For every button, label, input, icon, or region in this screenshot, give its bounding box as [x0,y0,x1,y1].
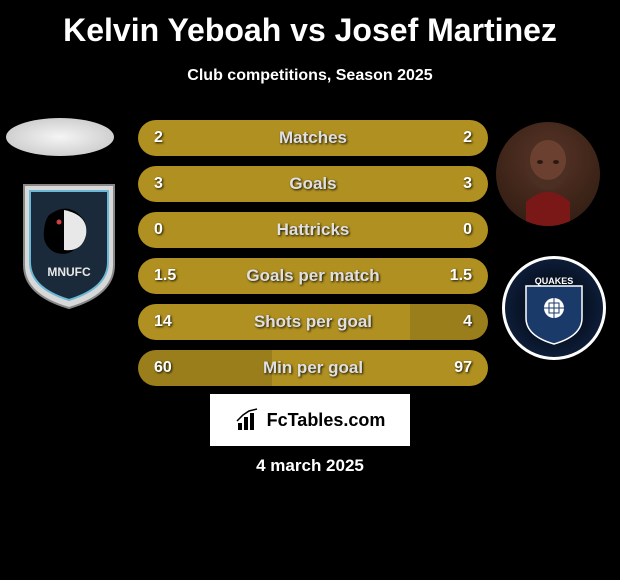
stat-row: 00Hattricks [138,212,488,248]
player-silhouette-icon [496,122,600,226]
stat-row: 144Shots per goal [138,304,488,340]
svg-text:MNUFC: MNUFC [47,265,91,279]
stat-row: 1.51.5Goals per match [138,258,488,294]
svg-text:QUAKES: QUAKES [535,276,574,286]
page-title: Kelvin Yeboah vs Josef Martinez [0,0,620,49]
quakes-logo-icon: QUAKES [514,268,594,348]
stat-row: 33Goals [138,166,488,202]
stat-row: 22Matches [138,120,488,156]
stat-label: Hattricks [138,220,488,240]
stat-label: Matches [138,128,488,148]
stats-comparison-chart: 22Matches 33Goals 00Hattricks 1.51.5Goals p… [138,120,488,396]
stat-label: Min per goal [138,358,488,378]
stat-label: Goals [138,174,488,194]
player-left-photo [6,118,114,156]
stat-label: Goals per match [138,266,488,286]
stat-row: 6097Min per goal [138,350,488,386]
stat-label: Shots per goal [138,312,488,332]
minnesota-united-logo-icon: MNUFC [14,180,124,310]
page-subtitle: Club competitions, Season 2025 [0,67,620,85]
club-logo-right: QUAKES [502,256,606,360]
club-logo-left: MNUFC [14,180,124,310]
chart-icon [235,407,261,433]
player-right-photo [496,122,600,226]
brand-badge: FcTables.com [210,394,410,446]
brand-label: FcTables.com [267,410,386,431]
footer-date: 4 march 2025 [0,456,620,476]
